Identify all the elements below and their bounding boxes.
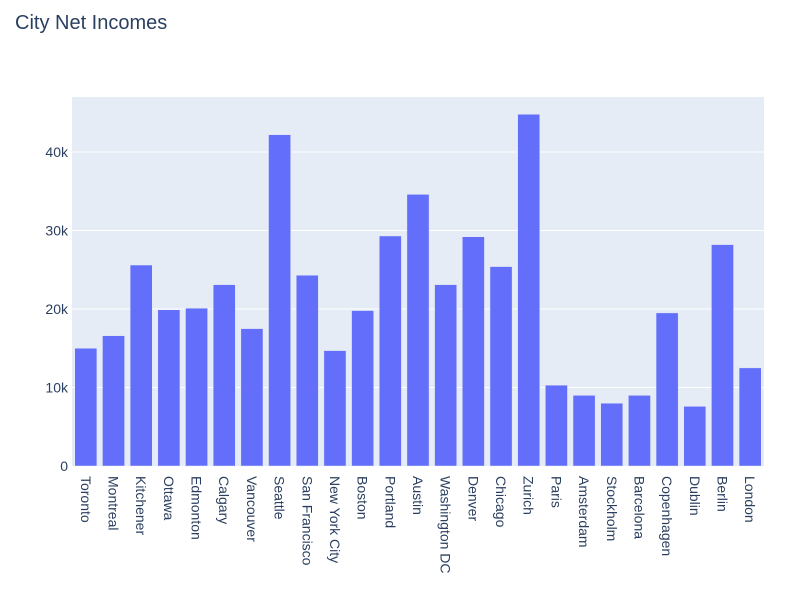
bar[interactable]: [489, 266, 513, 467]
x-tick-label: Paris: [548, 476, 564, 508]
x-tick-label: Barcelona: [631, 476, 647, 539]
x-tick-label: Zurich: [521, 476, 537, 515]
x-tick-label: Chicago: [493, 476, 509, 528]
x-tick-label: Ottawa: [161, 476, 177, 521]
bar[interactable]: [268, 134, 291, 467]
x-tick-label: Berlin: [714, 476, 730, 512]
bar[interactable]: [378, 235, 402, 467]
x-tick-label: Amsterdam: [576, 476, 592, 548]
x-tick-label: Copenhagen: [659, 476, 675, 556]
bar[interactable]: [462, 236, 485, 467]
y-tick-label: 0: [60, 458, 68, 474]
x-tick-labels: Toronto Montreal Kitchener Ottawa Edmonton Ca…: [78, 476, 758, 574]
bar[interactable]: [295, 274, 319, 467]
x-tick-label: Kitchener: [133, 476, 149, 535]
x-tick-label: Montreal: [106, 476, 122, 530]
bar[interactable]: [572, 395, 596, 467]
x-tick-label: New York City: [327, 476, 343, 563]
x-tick-label: Boston: [355, 476, 371, 520]
bars: [74, 114, 762, 467]
x-tick-label: Denver: [465, 476, 481, 521]
bar[interactable]: [240, 328, 264, 467]
x-tick-label: Washington DC: [438, 476, 454, 574]
x-tick-label: Austin: [410, 476, 426, 515]
x-tick-label: Vancouver: [244, 476, 260, 542]
bar[interactable]: [655, 312, 679, 467]
x-tick-label: Toronto: [78, 476, 94, 523]
x-tick-label: Dublin: [687, 476, 703, 516]
bar[interactable]: [628, 395, 651, 467]
x-tick-label: Stockholm: [604, 476, 620, 541]
x-tick-label: Portland: [382, 476, 398, 528]
bar[interactable]: [185, 307, 208, 467]
x-tick-label: Calgary: [216, 476, 232, 524]
bar[interactable]: [102, 335, 125, 467]
y-tick-label: 30k: [45, 222, 69, 238]
y-tick-labels: 0 10k 20k 30k 40k: [45, 144, 69, 474]
bar[interactable]: [212, 284, 236, 467]
y-tick-label: 40k: [45, 144, 69, 160]
bar[interactable]: [129, 264, 153, 467]
bar[interactable]: [711, 244, 734, 467]
bar[interactable]: [406, 194, 430, 467]
bar[interactable]: [600, 402, 624, 467]
bar[interactable]: [351, 310, 374, 467]
bar[interactable]: [683, 406, 707, 467]
x-tick-label: London: [742, 476, 758, 523]
bar[interactable]: [738, 367, 762, 467]
chart-title: City Net Incomes: [15, 12, 168, 34]
y-tick-label: 20k: [45, 301, 69, 317]
x-tick-label: Edmonton: [189, 476, 205, 540]
x-tick-label: San Francisco: [299, 476, 315, 566]
x-tick-label: Seattle: [272, 476, 288, 520]
bar[interactable]: [74, 347, 98, 467]
bar[interactable]: [434, 284, 458, 467]
bar[interactable]: [517, 114, 541, 467]
bar[interactable]: [157, 309, 181, 467]
y-tick-label: 10k: [45, 379, 69, 395]
bar[interactable]: [323, 350, 347, 467]
bar[interactable]: [545, 384, 568, 467]
